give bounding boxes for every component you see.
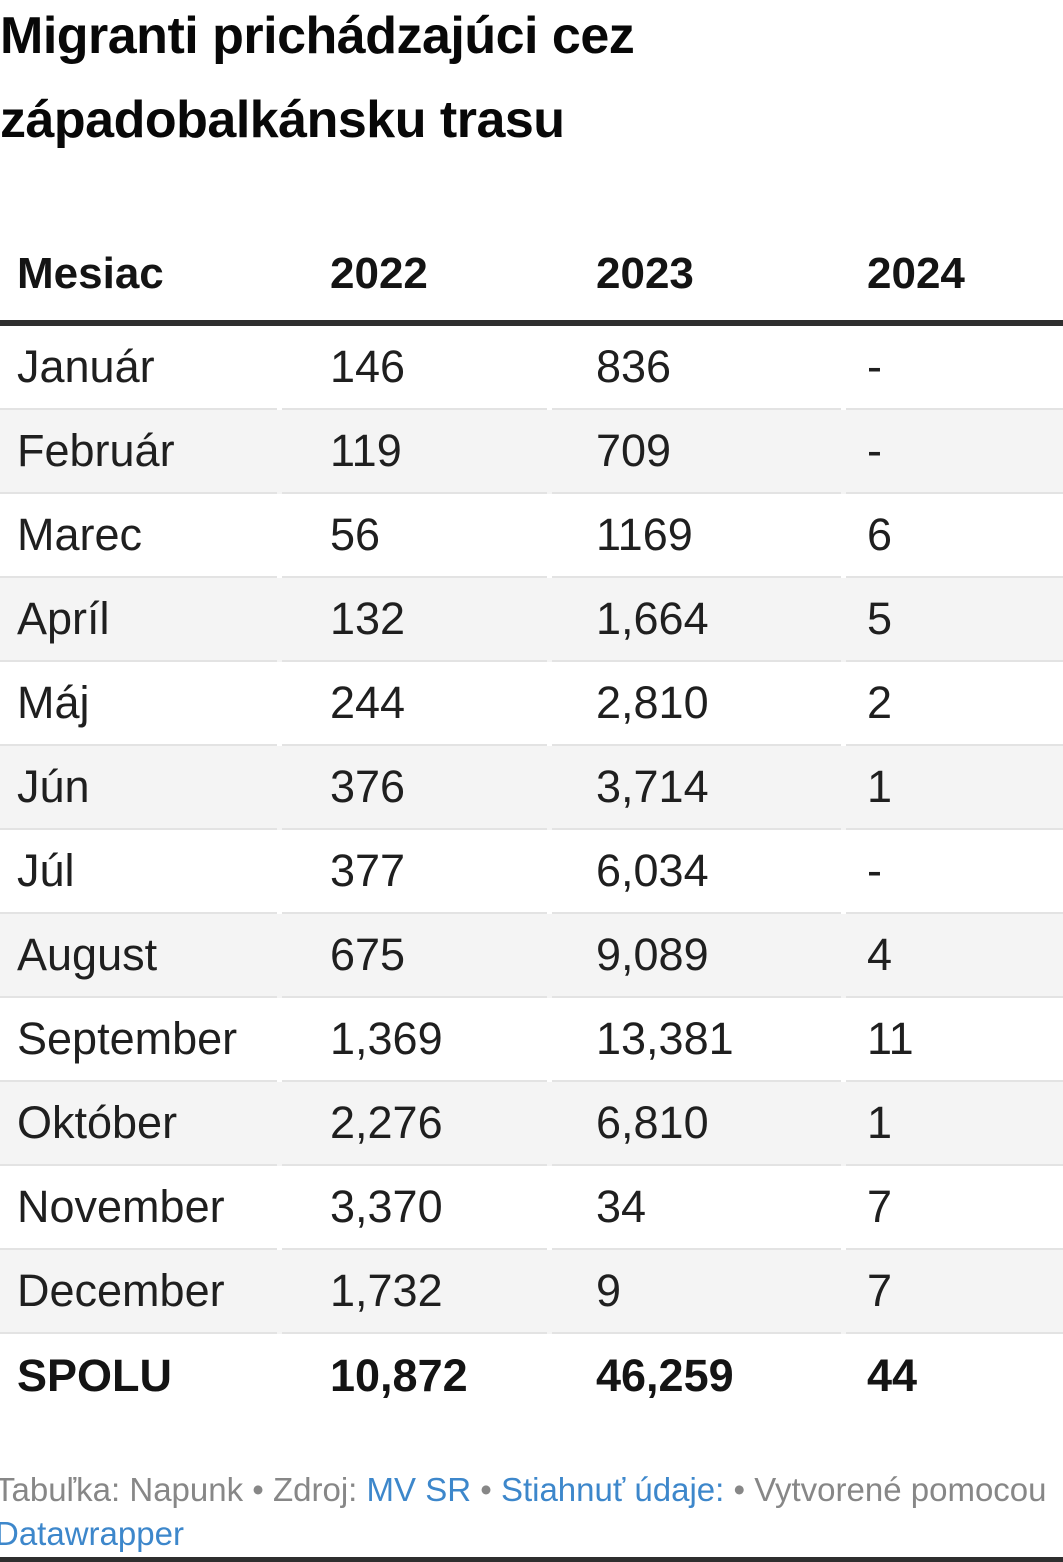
value-cell: 2,276: [282, 1082, 547, 1166]
header-cell-2022: 2022: [330, 249, 428, 298]
value-cell: 56: [282, 494, 547, 578]
footer-created-with-text: Vytvorené pomocou: [754, 1471, 1047, 1508]
value-cell: 1,732: [282, 1250, 547, 1334]
value-cell: 9,089: [552, 914, 841, 998]
month-cell: December: [0, 1250, 277, 1334]
value-cell: -: [846, 410, 1063, 494]
value-cell: 1,664: [552, 578, 841, 662]
chart-title: Migranti prichádzajúci cez západobalkáns…: [0, 7, 635, 149]
footer-separator: •: [724, 1471, 755, 1508]
value-cell: 6: [846, 494, 1063, 578]
month-cell: Júl: [0, 830, 277, 914]
total-value-cell-2022: 10,872: [330, 1350, 468, 1401]
table-row: Január 146 836-: [0, 326, 1063, 410]
table-row: August 675 9,089 4: [0, 914, 1063, 998]
download-data-link[interactable]: Stiahnuť údaje:: [500, 1471, 725, 1508]
table-row: Október 2,276 6,810 1: [0, 1082, 1063, 1166]
value-cell: 675: [282, 914, 547, 998]
header-cell-mesiac: Mesiac: [17, 249, 164, 298]
month-cell: Jún: [0, 746, 277, 830]
value-cell: 377: [282, 830, 547, 914]
value-cell: 132: [282, 578, 547, 662]
value-cell: 3,714: [552, 746, 841, 830]
month-cell: Máj: [0, 662, 277, 746]
table-row: Máj 244 2,810 2: [0, 662, 1063, 746]
value-cell: 11: [846, 998, 1063, 1082]
table-row: Marec 56 1169 6: [0, 494, 1063, 578]
month-cell: Marec: [0, 494, 277, 578]
value-cell: 836: [552, 326, 841, 410]
table-header-row: Mesiac 2022 2023 2024: [0, 228, 1063, 326]
total-value-cell-2023: 46,259: [596, 1350, 734, 1401]
bottom-edge-bar: [0, 1557, 1063, 1562]
value-cell: 1169: [552, 494, 841, 578]
table-row: Apríl 132 1,664 5: [0, 578, 1063, 662]
value-cell: 709: [552, 410, 841, 494]
table-row: Február 119 709-: [0, 410, 1063, 494]
value-cell: 376: [282, 746, 547, 830]
value-cell: 1: [846, 746, 1063, 830]
value-cell: 13,381: [552, 998, 841, 1082]
value-cell: 244: [282, 662, 547, 746]
value-cell: 2: [846, 662, 1063, 746]
value-cell: 7: [846, 1250, 1063, 1334]
table-body: Január 146 836- Február 119 709- Marec 56 1169 6 A…: [0, 326, 1063, 1334]
value-cell: 146: [282, 326, 547, 410]
value-cell: 1,369: [282, 998, 547, 1082]
month-cell: November: [0, 1166, 277, 1250]
month-cell: August: [0, 914, 277, 998]
table-row: December 1,732 9 7: [0, 1250, 1063, 1334]
value-cell: 6,810: [552, 1082, 841, 1166]
value-cell: 34: [552, 1166, 841, 1250]
footer-prefix-text: Tabuľka: Napunk • Zdroj:: [0, 1471, 367, 1508]
table-row: Jún 376 3,714 1: [0, 746, 1063, 830]
value-cell: 3,370: [282, 1166, 547, 1250]
value-cell: 9: [552, 1250, 841, 1334]
datawrapper-link[interactable]: Datawrapper: [0, 1515, 184, 1552]
footer-separator: •: [471, 1471, 501, 1508]
table-row: September 1,369 13,381 11: [0, 998, 1063, 1082]
total-value-cell-2024: 44: [867, 1350, 918, 1401]
value-cell: 1: [846, 1082, 1063, 1166]
data-table: Mesiac 2022 2023 2024 Január 146 836- Febru…: [0, 228, 1063, 1418]
value-cell: 4: [846, 914, 1063, 998]
table-row: Júl 377 6,034-: [0, 830, 1063, 914]
value-cell: 119: [282, 410, 547, 494]
total-label-cell: SPOLU: [17, 1350, 173, 1401]
month-cell: Apríl: [0, 578, 277, 662]
month-cell: Október: [0, 1082, 277, 1166]
month-cell: Február: [0, 410, 277, 494]
month-cell: September: [0, 998, 277, 1082]
attribution-footer: Tabuľka: Napunk • Zdroj: MV SR • Stiahnu…: [0, 1468, 1063, 1556]
header-cell-2024: 2024: [867, 249, 965, 298]
month-cell: Január: [0, 326, 277, 410]
table-total-row: SPOLU 10,872 46,259 44: [0, 1334, 1063, 1418]
value-cell: -: [846, 326, 1063, 410]
source-link[interactable]: MV SR: [366, 1471, 472, 1508]
value-cell: 5: [846, 578, 1063, 662]
value-cell: 6,034: [552, 830, 841, 914]
value-cell: -: [846, 830, 1063, 914]
value-cell: 7: [846, 1166, 1063, 1250]
header-cell-2023: 2023: [596, 249, 694, 298]
value-cell: 2,810: [552, 662, 841, 746]
table-row: November 3,370 34 7: [0, 1166, 1063, 1250]
